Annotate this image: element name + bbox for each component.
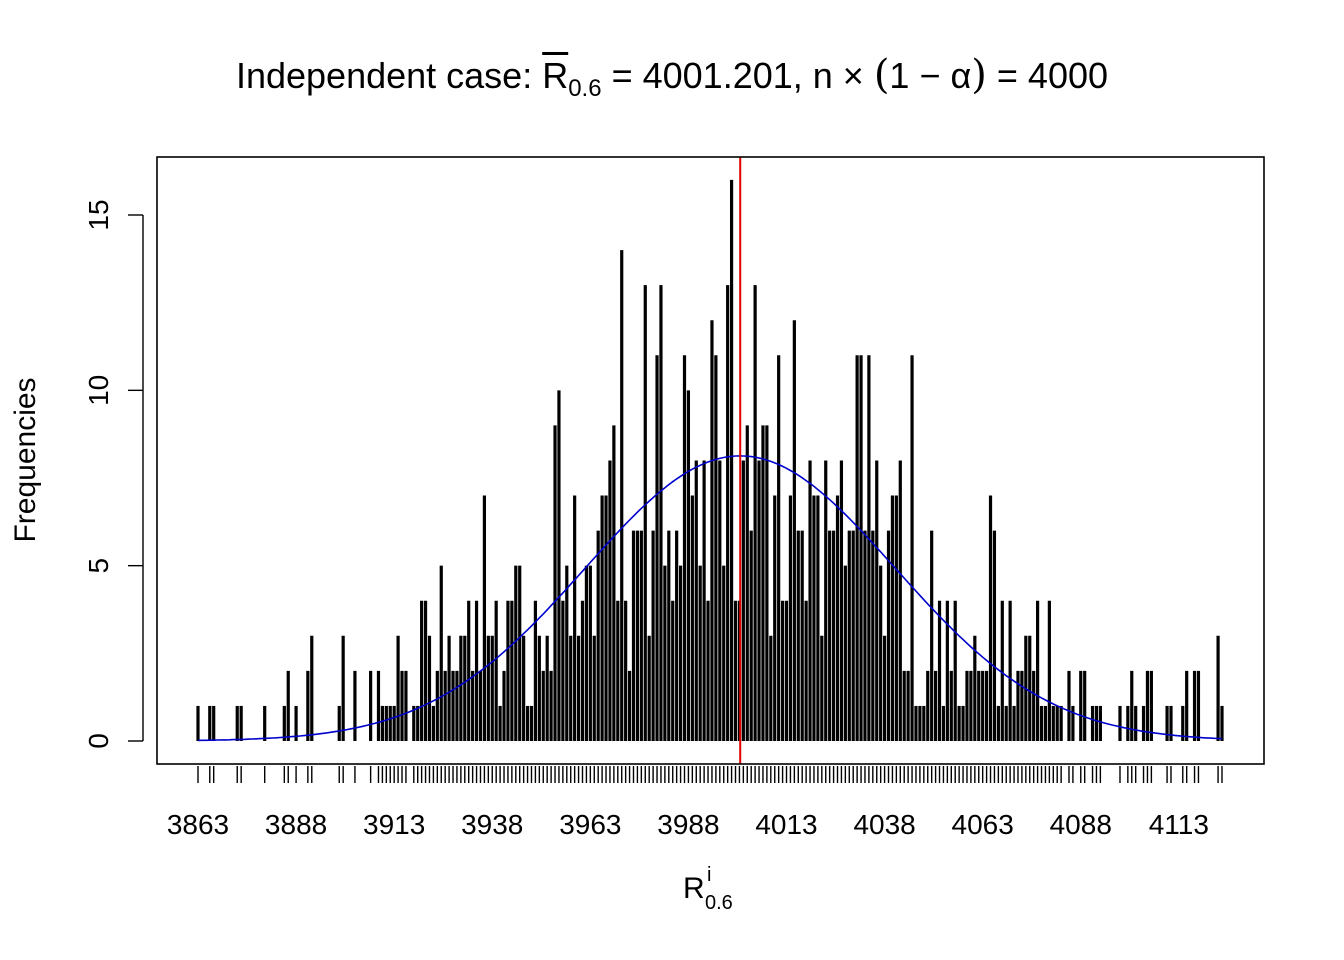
x-tick-label: 3863 xyxy=(167,809,229,840)
bars-group xyxy=(196,179,1224,741)
x-axis: 3863 3888 3913 3938 3963 3988 4013 4038 4063 4088… xyxy=(167,809,1209,840)
normal-density-curve xyxy=(197,455,1223,742)
x-tick-label: 4038 xyxy=(853,809,915,840)
y-tick-label: 10 xyxy=(83,375,114,406)
x-tick-label: 3938 xyxy=(461,809,523,840)
x-tick-label: 3888 xyxy=(265,809,327,840)
title-equals-target: = 4000 xyxy=(986,55,1109,96)
y-tick-label: 5 xyxy=(83,558,114,574)
title-paren-open: ( xyxy=(873,52,890,98)
x-tick-label: 4063 xyxy=(952,809,1014,840)
x-tick-label: 4113 xyxy=(1149,809,1209,840)
title-rbar-subscript: 0.6 xyxy=(568,75,602,102)
title-equals-mean: = 4001.201, n × xyxy=(601,55,874,96)
chart-title: Independent case: R0.6 = 4001.201, n × (… xyxy=(0,52,1344,103)
title-paren-close: ) xyxy=(971,52,987,98)
y-tick-label: 15 xyxy=(83,199,114,230)
title-prefix: Independent case: xyxy=(235,55,543,96)
x-tick-label: 4088 xyxy=(1050,809,1112,840)
x-axis-label-superscript: i xyxy=(707,864,712,886)
title-one-minus-alpha: 1 − α xyxy=(889,55,972,96)
title-rbar: R xyxy=(542,55,569,96)
x-tick-label: 3988 xyxy=(657,809,719,840)
y-tick-label: 0 xyxy=(83,733,114,749)
plot-frame xyxy=(156,156,1265,765)
x-tick-label: 3913 xyxy=(363,809,425,840)
y-axis: 0 5 10 15 xyxy=(83,199,144,749)
x-axis-label: R i 0.6 xyxy=(683,864,733,914)
x-tick-label: 3963 xyxy=(559,809,621,840)
rug-ticks-group xyxy=(197,766,1223,783)
x-tick-label: 4013 xyxy=(755,809,817,840)
x-axis-label-main: R xyxy=(683,872,705,905)
x-axis-label-subscript: 0.6 xyxy=(705,892,733,914)
